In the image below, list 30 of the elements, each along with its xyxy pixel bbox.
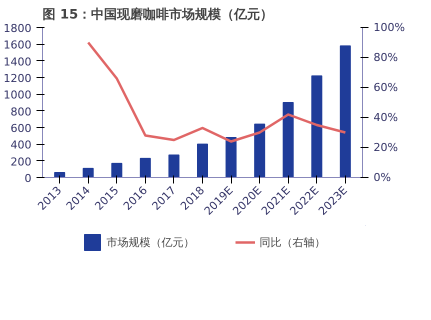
y2-tick-label: 100% [374, 21, 405, 34]
y-tick-label: 400 [10, 138, 32, 152]
y2-tick-label: 20% [374, 141, 398, 154]
y-tick-label: 1600 [4, 38, 32, 52]
bar [311, 75, 322, 178]
bar [111, 162, 122, 178]
y-tick-label: 1000 [4, 88, 32, 102]
y-tick-label: 0 [24, 172, 32, 185]
bar [282, 102, 294, 178]
y2-tick-label: 60% [374, 81, 398, 94]
y-tick-label: 800 [10, 105, 32, 118]
y2-tick-label: 0% [374, 171, 391, 184]
legend-label: 同比（右轴） [260, 234, 326, 250]
bar [82, 168, 94, 178]
bar [340, 45, 351, 178]
bar [140, 158, 151, 178]
y-tick-label: 200 [10, 155, 32, 168]
y-tick-label: 1400 [4, 55, 32, 68]
bar [197, 144, 208, 178]
bar [168, 154, 180, 178]
bar [226, 137, 237, 178]
y2-tick-label: 80% [374, 51, 398, 64]
bar [254, 124, 266, 178]
legend-label: 市场规模（亿元） [106, 234, 194, 250]
line-series [86, 41, 347, 143]
y2-tick-label: 40% [374, 111, 398, 124]
chart-title: 图 15：中国现磨咖啡市场规模（亿元） [42, 6, 274, 22]
y-tick-label: 600 [10, 122, 32, 135]
y-tick-label: 1800 [4, 22, 32, 35]
y-tick-label: 1200 [4, 72, 32, 85]
